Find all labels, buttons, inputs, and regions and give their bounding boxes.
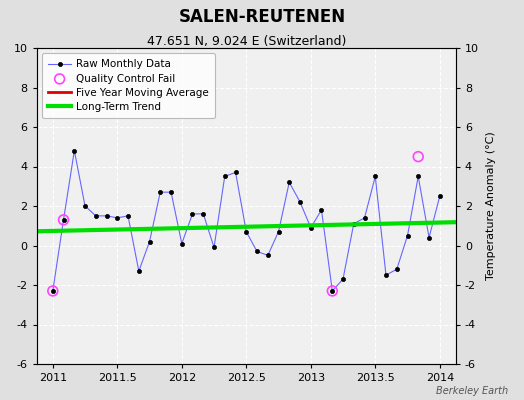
Raw Monthly Data (211, 245, 217, 250)
Line: Raw Monthly Data: Raw Monthly Data (51, 149, 442, 293)
Raw Monthly Data (189, 212, 195, 216)
Raw Monthly Data (200, 212, 206, 216)
Raw Monthly Data (233, 170, 239, 175)
Quality Control Fail (414, 154, 422, 160)
Text: SALEN-REUTENEN: SALEN-REUTENEN (179, 8, 345, 26)
Raw Monthly Data (103, 214, 110, 218)
Raw Monthly Data (136, 269, 142, 274)
Raw Monthly Data (351, 221, 357, 226)
Legend: Raw Monthly Data, Quality Control Fail, Five Year Moving Average, Long-Term Tren: Raw Monthly Data, Quality Control Fail, … (42, 53, 215, 118)
Raw Monthly Data (405, 233, 411, 238)
Title: 47.651 N, 9.024 E (Switzerland): 47.651 N, 9.024 E (Switzerland) (147, 35, 346, 48)
Raw Monthly Data (276, 229, 282, 234)
Raw Monthly Data (71, 148, 78, 153)
Raw Monthly Data (60, 218, 67, 222)
Raw Monthly Data (82, 204, 88, 208)
Raw Monthly Data (114, 216, 121, 220)
Raw Monthly Data (50, 288, 56, 293)
Raw Monthly Data (426, 235, 432, 240)
Raw Monthly Data (93, 214, 99, 218)
Raw Monthly Data (297, 200, 303, 204)
Raw Monthly Data (179, 241, 185, 246)
Raw Monthly Data (394, 267, 400, 272)
Raw Monthly Data (157, 190, 163, 194)
Raw Monthly Data (415, 174, 421, 179)
Raw Monthly Data (168, 190, 174, 194)
Quality Control Fail (59, 217, 68, 223)
Raw Monthly Data (329, 288, 335, 293)
Raw Monthly Data (319, 208, 325, 212)
Raw Monthly Data (383, 273, 389, 278)
Raw Monthly Data (243, 229, 249, 234)
Quality Control Fail (49, 288, 57, 294)
Raw Monthly Data (286, 180, 292, 185)
Y-axis label: Temperature Anomaly (°C): Temperature Anomaly (°C) (486, 132, 496, 280)
Quality Control Fail (328, 288, 336, 294)
Raw Monthly Data (362, 216, 368, 220)
Raw Monthly Data (222, 174, 228, 179)
Raw Monthly Data (254, 249, 260, 254)
Raw Monthly Data (436, 194, 443, 198)
Raw Monthly Data (372, 174, 378, 179)
Raw Monthly Data (146, 239, 152, 244)
Text: Berkeley Earth: Berkeley Earth (436, 386, 508, 396)
Raw Monthly Data (125, 214, 131, 218)
Raw Monthly Data (308, 225, 314, 230)
Raw Monthly Data (265, 253, 271, 258)
Raw Monthly Data (340, 277, 346, 282)
